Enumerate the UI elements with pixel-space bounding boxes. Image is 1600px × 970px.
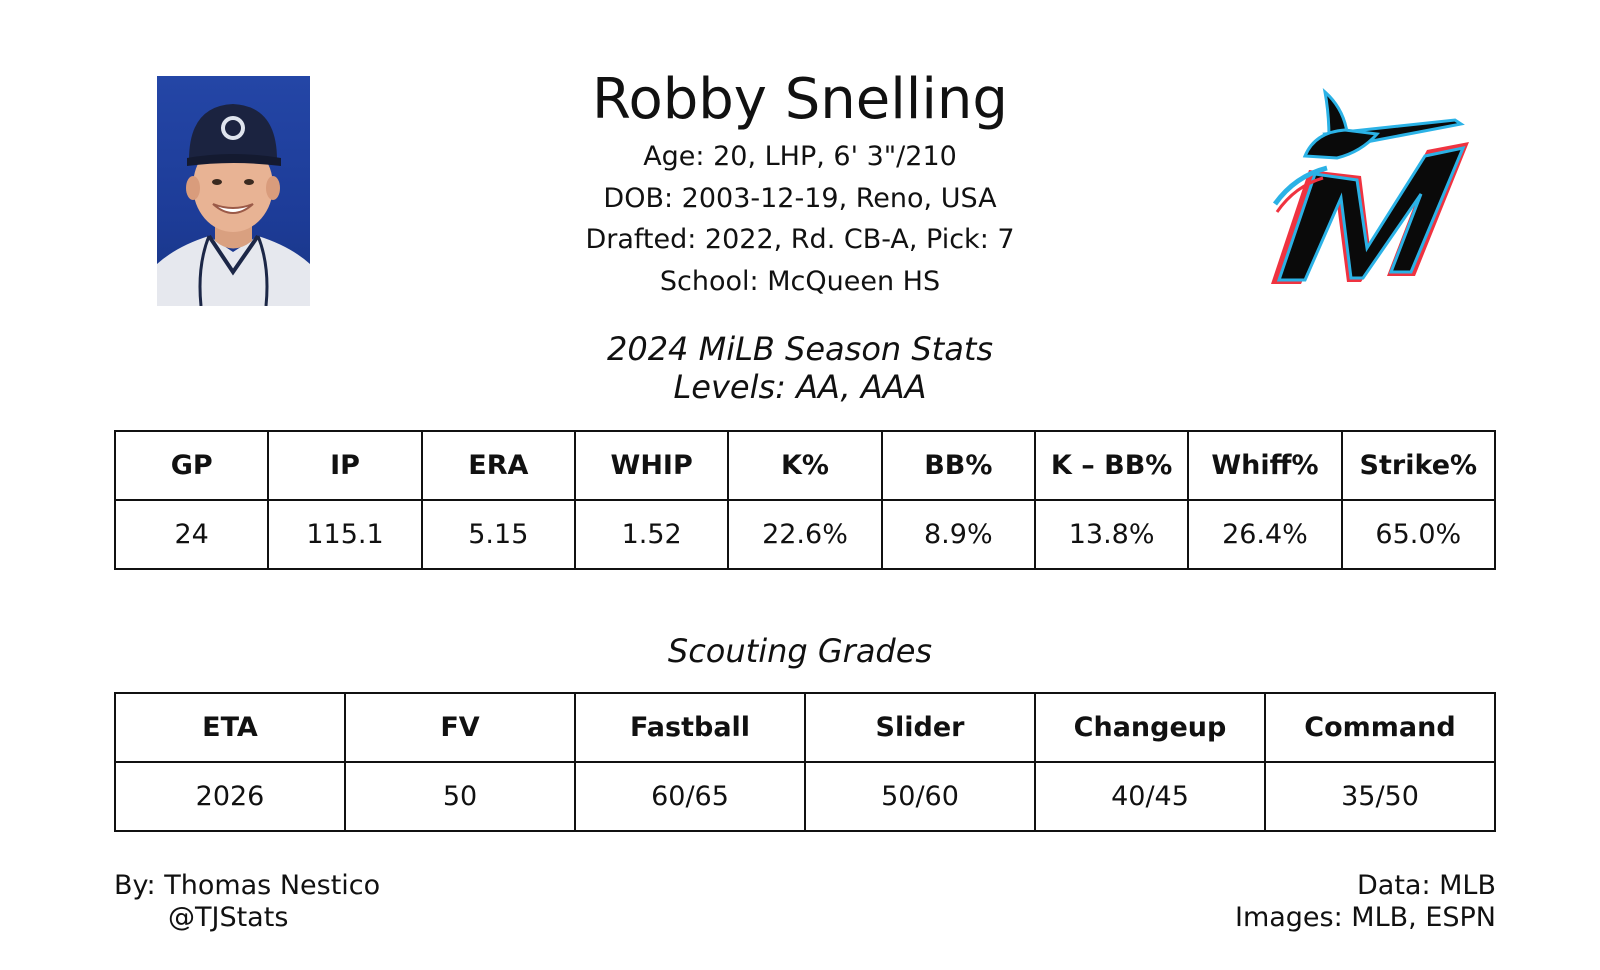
season-stats-title: 2024 MiLB Season Stats Levels: AA, AAA bbox=[400, 330, 1200, 406]
table-header-row: GP IP ERA WHIP K% BB% K – BB% Whiff% Str… bbox=[113, 430, 1497, 501]
value-fastball: 60/65 bbox=[574, 761, 806, 832]
value-ip: 115.1 bbox=[267, 499, 423, 570]
table-row: 2026 50 60/65 50/60 40/45 35/50 bbox=[114, 761, 1496, 832]
scouting-grades-title: Scouting Grades bbox=[667, 632, 933, 670]
header-gp: GP bbox=[113, 430, 270, 501]
header-strike-pct: Strike% bbox=[1340, 430, 1497, 501]
header-era: ERA bbox=[420, 430, 576, 501]
header-whiff-pct: Whiff% bbox=[1187, 430, 1343, 501]
header-ip: IP bbox=[267, 430, 423, 501]
season-stats-levels: Levels: AA, AAA bbox=[673, 368, 927, 406]
value-whip: 1.52 bbox=[573, 499, 730, 570]
data-source: Data: MLB bbox=[1356, 870, 1496, 901]
season-stats-heading: 2024 MiLB Season Stats bbox=[606, 330, 994, 368]
header-eta: ETA bbox=[114, 692, 346, 763]
author-credit: By: Thomas Nestico bbox=[114, 870, 381, 901]
header-fastball: Fastball bbox=[574, 692, 806, 763]
value-k-bb-pct: 13.8% bbox=[1033, 499, 1190, 570]
value-changeup: 40/45 bbox=[1034, 761, 1266, 832]
scouting-grades-table: ETA FV Fastball Slider Changeup Command … bbox=[114, 692, 1496, 832]
bio-age-line: Age: 20, LHP, 6' 3"/210 bbox=[643, 141, 957, 172]
header-changeup: Changeup bbox=[1034, 692, 1266, 763]
player-name: Robby Snelling bbox=[592, 67, 1008, 132]
image-source: Images: MLB, ESPN bbox=[1234, 902, 1496, 933]
header-bb-pct: BB% bbox=[880, 430, 1036, 501]
value-fv: 50 bbox=[344, 761, 576, 832]
marlins-logo-icon bbox=[1271, 87, 1469, 284]
bio-draft-line: Drafted: 2022, Rd. CB-A, Pick: 7 bbox=[585, 224, 1015, 255]
value-eta: 2026 bbox=[114, 761, 346, 832]
value-whiff-pct: 26.4% bbox=[1187, 499, 1343, 570]
bio-dob-line: DOB: 2003-12-19, Reno, USA bbox=[603, 182, 997, 214]
table-row: 24 115.1 5.15 1.52 22.6% 8.9% 13.8% 26.4… bbox=[113, 499, 1497, 570]
header-command: Command bbox=[1264, 692, 1496, 763]
header-fv: FV bbox=[344, 692, 576, 763]
value-era: 5.15 bbox=[420, 499, 576, 570]
value-gp: 24 bbox=[113, 499, 270, 570]
footer-sources: Data: MLB Images: MLB, ESPN bbox=[1235, 870, 1496, 934]
player-bio: Robby Snelling Age: 20, LHP, 6' 3"/210 D… bbox=[500, 64, 1100, 302]
miami-marlins-logo bbox=[1265, 86, 1490, 296]
header-whip: WHIP bbox=[573, 430, 730, 501]
author-handle: @TJStats bbox=[168, 902, 289, 933]
bio-school-line: School: McQueen HS bbox=[659, 265, 941, 297]
header-k-pct: K% bbox=[727, 430, 883, 501]
value-k-pct: 22.6% bbox=[727, 499, 883, 570]
value-slider: 50/60 bbox=[804, 761, 1036, 832]
value-strike-pct: 65.0% bbox=[1340, 499, 1497, 570]
header-k-bb-pct: K – BB% bbox=[1033, 430, 1190, 501]
value-bb-pct: 8.9% bbox=[880, 499, 1036, 570]
table-header-row: ETA FV Fastball Slider Changeup Command bbox=[114, 692, 1496, 763]
headshot-illustration bbox=[157, 104, 310, 306]
season-stats-table: GP IP ERA WHIP K% BB% K – BB% Whiff% Str… bbox=[113, 430, 1497, 570]
player-headshot bbox=[157, 76, 310, 306]
footer-credits: By: Thomas Nestico @TJStats bbox=[114, 870, 380, 934]
value-command: 35/50 bbox=[1264, 761, 1496, 832]
header-slider: Slider bbox=[804, 692, 1036, 763]
